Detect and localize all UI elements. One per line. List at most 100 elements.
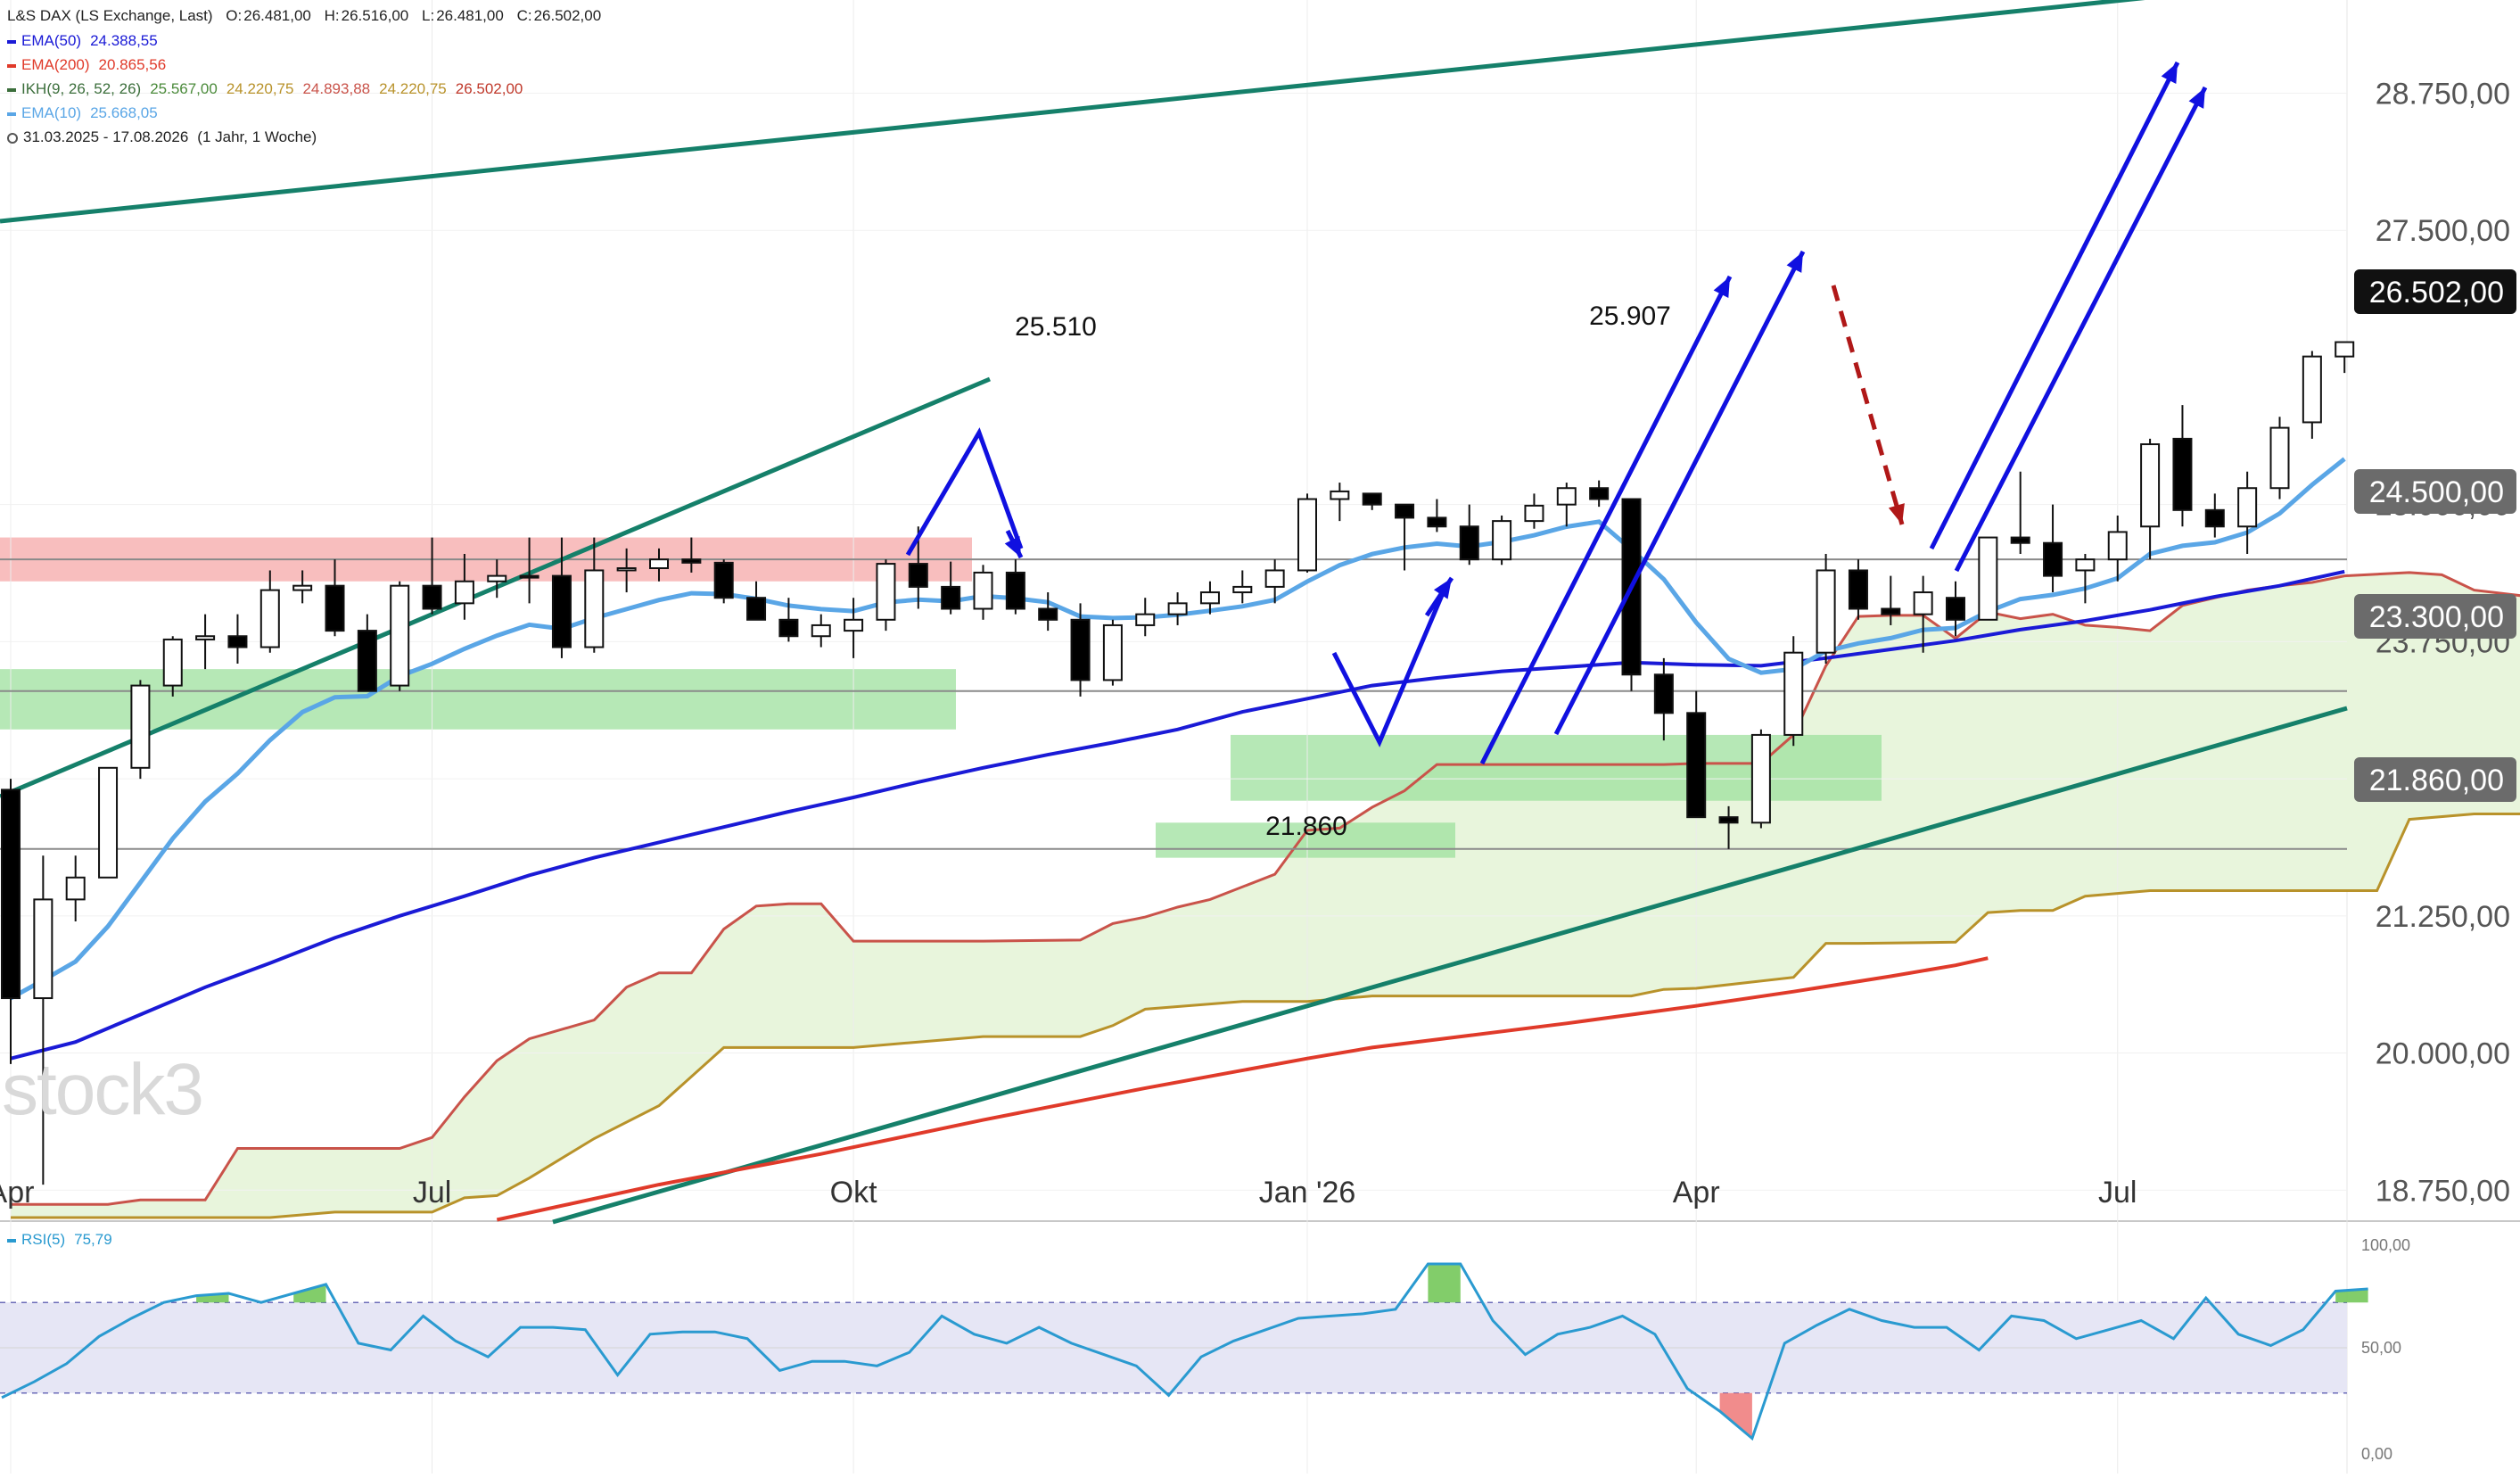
candle-body bbox=[778, 618, 799, 638]
candle-body bbox=[1978, 536, 1998, 621]
projection-arrow-2 bbox=[1954, 86, 2208, 573]
x-tick-label: Jan '26 bbox=[1259, 1176, 1356, 1210]
candle-body bbox=[713, 561, 734, 599]
candle bbox=[1297, 493, 1317, 573]
trend-line-lower bbox=[552, 706, 2348, 1225]
candle-body bbox=[1199, 591, 1220, 605]
candle-body bbox=[130, 684, 151, 769]
ema10-value: 25.668,05 bbox=[90, 104, 158, 121]
candle bbox=[325, 559, 345, 637]
candle-body bbox=[551, 574, 572, 648]
candle-body bbox=[1653, 673, 1674, 714]
candle bbox=[33, 855, 54, 1185]
candle-body bbox=[844, 618, 864, 632]
candle-body bbox=[973, 571, 993, 610]
candle-body bbox=[2269, 426, 2290, 490]
legend-rsi[interactable]: RSI(5) 75,79 bbox=[7, 1231, 121, 1249]
clock-icon bbox=[7, 132, 18, 144]
candle bbox=[162, 636, 183, 697]
annotation-high-1: 25.510 bbox=[1015, 312, 1097, 342]
candle bbox=[1264, 559, 1285, 604]
candle-body bbox=[1362, 492, 1382, 506]
annotation-high-2: 25.907 bbox=[1589, 301, 1671, 331]
candle-body bbox=[1038, 607, 1058, 621]
candle bbox=[1199, 581, 1220, 615]
candle-body bbox=[1330, 490, 1350, 500]
candle bbox=[1946, 581, 1965, 637]
candle bbox=[2140, 438, 2161, 560]
candle bbox=[1589, 480, 1610, 508]
candle-body bbox=[1718, 816, 1739, 824]
candle-body bbox=[390, 584, 410, 687]
ikh-value-4: 24.220,75 bbox=[379, 80, 447, 97]
candle bbox=[2237, 471, 2258, 555]
ichimoku-cloud bbox=[11, 572, 2520, 1218]
x-tick-label: Apr bbox=[1673, 1176, 1720, 1210]
rsi-overbought-fill bbox=[293, 1284, 326, 1303]
candle-body bbox=[454, 580, 474, 605]
trend-arrow-2 bbox=[1553, 250, 1806, 736]
down-projection-arrow-head bbox=[1888, 503, 1905, 524]
candle-body bbox=[1881, 607, 1901, 615]
candle bbox=[2302, 351, 2322, 439]
candle-body bbox=[1232, 585, 1253, 594]
candle bbox=[649, 548, 669, 582]
zigzag-arrow-2-tip-head bbox=[1433, 578, 1452, 599]
rsi-tick-100: 100,00 bbox=[2361, 1236, 2410, 1254]
candle bbox=[1524, 493, 1544, 529]
candle bbox=[130, 680, 151, 780]
candle-body bbox=[1913, 591, 1933, 615]
candle bbox=[973, 565, 993, 620]
candle-body bbox=[1005, 571, 1025, 610]
candle bbox=[259, 570, 280, 653]
zigzag-arrow-1 bbox=[905, 427, 1024, 557]
candle-body bbox=[811, 623, 831, 638]
candle bbox=[1330, 483, 1350, 522]
candle-body bbox=[746, 597, 767, 621]
header-row: L&S DAX (LS Exchange, Last) O: 26.481,00 … bbox=[7, 7, 610, 25]
candle bbox=[551, 537, 572, 658]
legend-ema50[interactable]: EMA(50) 24.388,55 bbox=[7, 32, 167, 50]
zigzag-arrow-1-tip-head bbox=[1004, 536, 1021, 557]
candle bbox=[65, 855, 86, 921]
candle bbox=[1102, 619, 1123, 686]
candle bbox=[1, 779, 21, 1064]
candle-body bbox=[2237, 487, 2258, 528]
rsi-overbought-fill bbox=[1428, 1264, 1461, 1303]
candle bbox=[1232, 570, 1253, 604]
candle-body bbox=[584, 569, 605, 648]
senkou-span-b bbox=[11, 813, 2520, 1219]
candle-body bbox=[681, 558, 702, 564]
candle bbox=[1978, 536, 1998, 621]
candle-body bbox=[487, 574, 507, 582]
candle bbox=[2172, 405, 2193, 527]
ohlc-open: 26.481,00 bbox=[243, 7, 311, 24]
ema50-line bbox=[10, 569, 2345, 1061]
candle bbox=[292, 570, 313, 604]
candle-body bbox=[33, 898, 54, 1000]
projection-arrow-1-head bbox=[2161, 62, 2178, 84]
chart-title: L&S DAX (LS Exchange, Last) bbox=[7, 7, 213, 24]
legend-ikh[interactable]: IKH(9, 26, 52, 26) 25.567,00 24.220,75 24.8… bbox=[7, 80, 531, 98]
projection-arrow-1 bbox=[1929, 61, 2180, 550]
candle bbox=[1848, 559, 1868, 620]
candle-body bbox=[422, 584, 442, 610]
candle-body bbox=[195, 635, 216, 640]
ikh-name: IKH(9, 26, 52, 26) bbox=[21, 80, 142, 97]
ohlc-low-label: L: bbox=[422, 7, 435, 24]
candle-body bbox=[2335, 341, 2355, 358]
level-tag-23300-box bbox=[2354, 594, 2516, 639]
candle-body bbox=[227, 635, 248, 648]
candle bbox=[195, 614, 216, 670]
legend-ema10[interactable]: EMA(10) 25.668,05 bbox=[7, 104, 167, 122]
legend-ema200[interactable]: EMA(200) 20.865,56 bbox=[7, 56, 175, 74]
trend-line-middle bbox=[0, 376, 991, 799]
candle bbox=[1718, 805, 1739, 849]
candle-body bbox=[1946, 597, 1965, 621]
candle-body bbox=[876, 563, 896, 621]
candle-body bbox=[98, 766, 119, 879]
candle-body bbox=[2010, 536, 2030, 544]
rsi-value: 75,79 bbox=[74, 1231, 112, 1248]
candle bbox=[1913, 575, 1933, 653]
